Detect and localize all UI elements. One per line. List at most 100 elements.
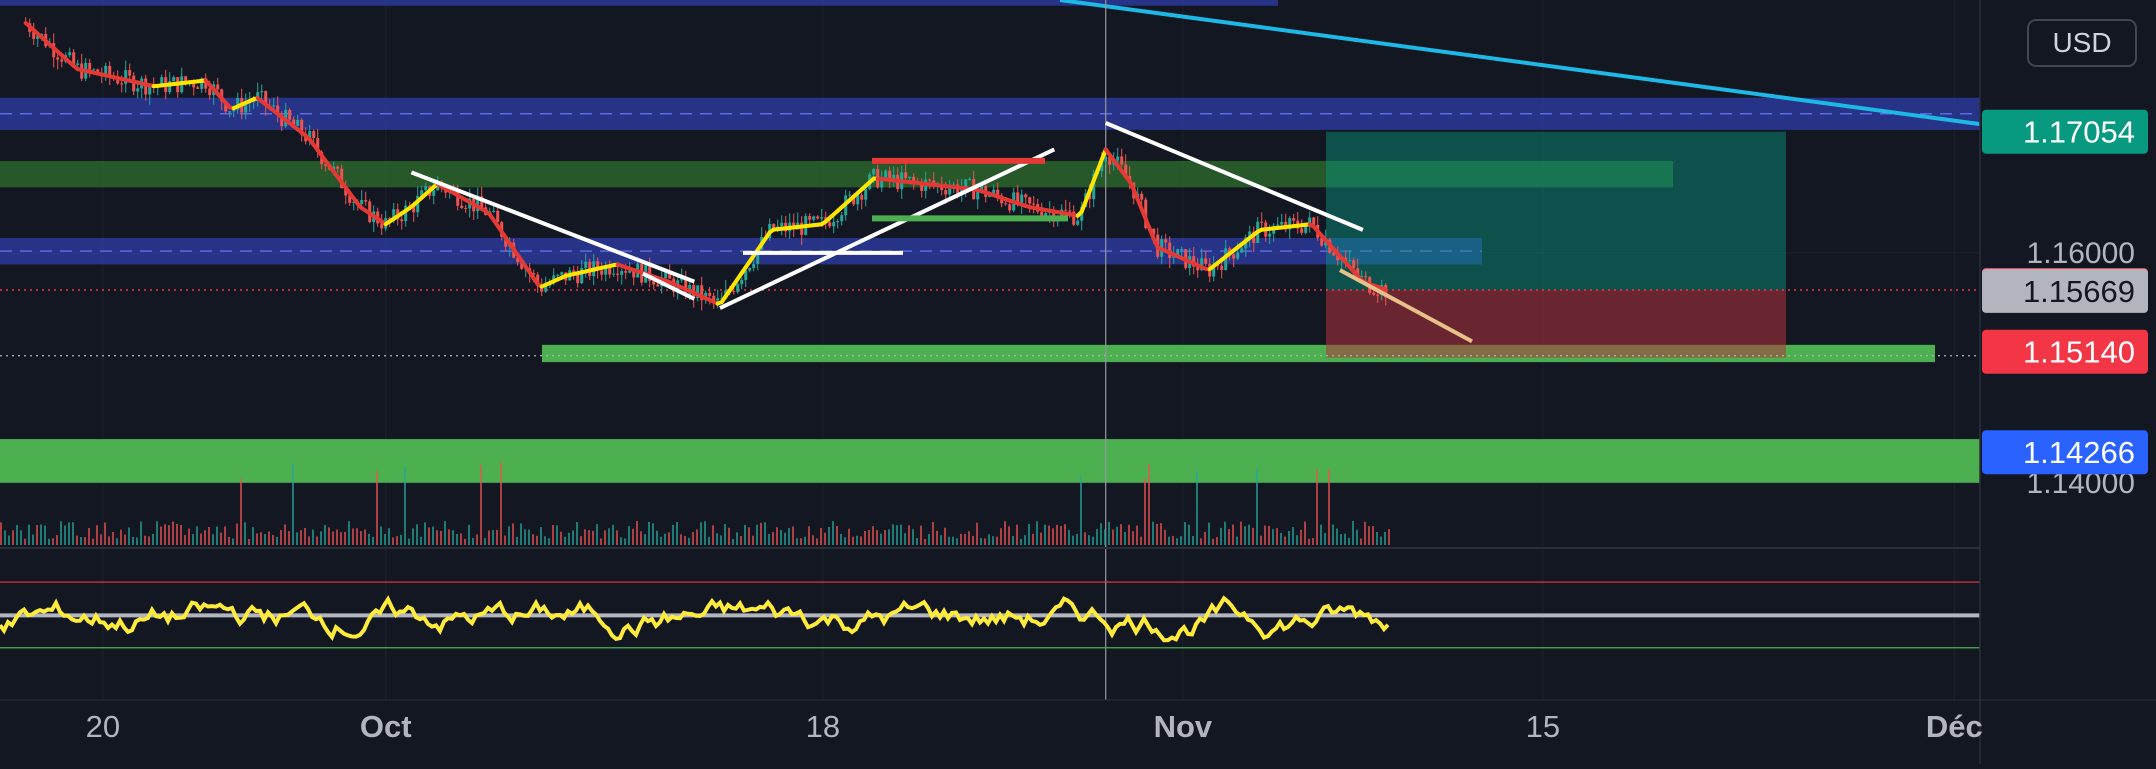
volume-bar [800,538,802,545]
volume-bar [664,534,666,545]
volume-bar [372,537,374,545]
volume-bar [1364,522,1366,545]
volume-bar [792,526,794,545]
time-tick-label: Déc [1926,709,1983,744]
position-target-zone[interactable] [1326,132,1786,290]
volume-bar [1208,523,1210,545]
volume-bar [484,538,486,545]
volume-bar [1172,536,1174,545]
candle-body [76,63,79,64]
volume-bar [688,538,690,545]
volume-bar [236,524,238,545]
volume-bar [1324,533,1326,545]
volume-bar [296,532,298,545]
candle-body [1116,157,1119,161]
volume-bar [536,536,538,545]
volume-bar [988,534,990,545]
candle-body [1268,234,1271,237]
volume-bar [904,533,906,545]
volume-bar [872,526,874,545]
candle-body [216,84,219,89]
candle-body [120,83,123,84]
volume-bar [92,539,94,545]
candle-body [92,70,95,71]
candle-body [1260,222,1263,223]
volume-bar [812,535,814,545]
volume-bar [968,531,970,545]
volume-bar [796,538,798,545]
volume-bar [684,536,686,545]
currency-label: USD [2052,27,2111,58]
volume-bar [624,538,626,545]
volume-bar [132,537,134,545]
volume-bar [104,523,106,545]
major-support-zone[interactable] [0,439,1980,483]
volume-bar [452,530,454,545]
volume-bar [376,471,378,545]
candle-body [836,221,839,222]
volume-bar [20,530,22,545]
volume-bar [24,539,26,545]
volume-bar [1316,470,1318,545]
volume-bar [940,535,942,545]
volume-bar [84,537,86,545]
volume-bar [264,534,266,545]
volume-bar [1196,471,1198,545]
volume-bar [96,525,98,545]
price-label-text-last-price: 1.15669 [2023,274,2135,309]
volume-bar [716,533,718,545]
volume-bar [352,528,354,545]
candle-body [88,63,91,70]
volume-bar [4,530,6,545]
candle-body [816,216,819,218]
candle-body [600,270,603,274]
volume-bar [1336,529,1338,545]
volume-bar [1360,539,1362,545]
volume-bar [1048,526,1050,545]
volume-bar [736,532,738,545]
volume-bar [156,521,158,545]
candle-body [1180,249,1183,250]
candle-body [1220,266,1223,270]
volume-bar [268,532,270,545]
volume-bar [148,536,150,545]
volume-bar [1040,533,1042,545]
volume-bar [876,530,878,545]
volume-bar [1092,537,1094,545]
volume-bar [884,530,886,545]
candle-body [1164,239,1167,242]
candle-body [1068,211,1071,212]
volume-bar [1000,528,1002,545]
volume-bar [52,538,54,545]
volume-bar [400,535,402,545]
candle-body [716,298,719,300]
volume-bar [1144,479,1146,545]
volume-bar [852,537,854,545]
volume-bar [860,536,862,545]
volume-bar [720,535,722,545]
volume-bar [172,522,174,545]
candle-body [1236,253,1239,259]
volume-bar [308,536,310,545]
candle-body [748,268,751,270]
volume-bar [356,528,358,545]
volume-bar [460,533,462,545]
volume-bar [292,464,294,545]
volume-bar [1296,535,1298,545]
candle-body [912,177,915,181]
candle-body [1120,157,1123,165]
candle-body [872,169,875,175]
volume-bar [420,537,422,545]
volume-bar [1140,537,1142,545]
volume-bar [504,536,506,545]
volume-bar [1252,528,1254,545]
volume-bar [1180,536,1182,545]
volume-bar [816,538,818,545]
volume-bar [472,538,474,545]
candle-body [860,195,863,200]
volume-bar [656,531,658,545]
volume-bar [176,524,178,545]
volume-bar [680,534,682,545]
